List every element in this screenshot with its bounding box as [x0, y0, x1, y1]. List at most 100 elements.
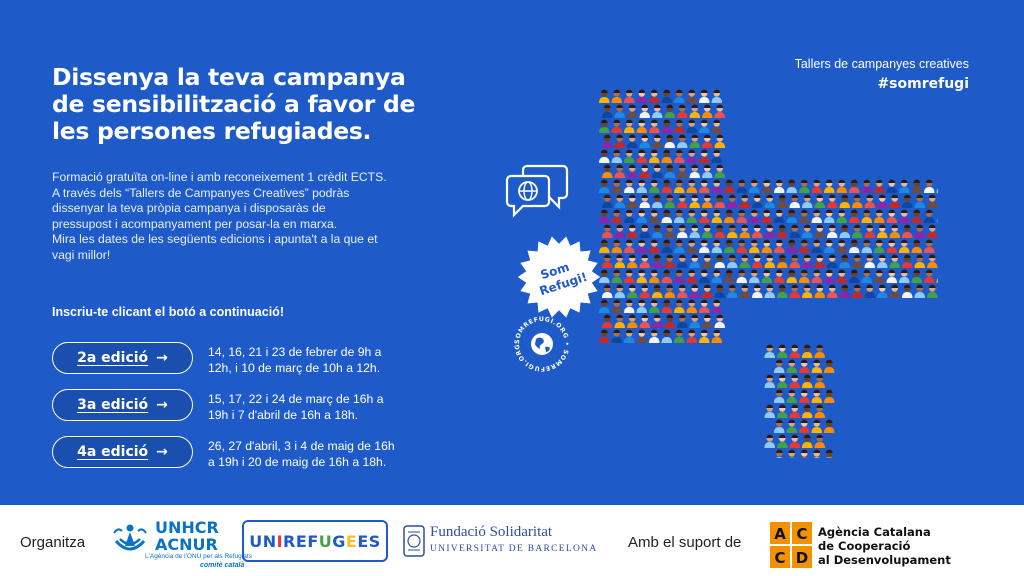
crowd-person	[714, 104, 725, 118]
accd-letter: C	[796, 525, 807, 543]
crowd-person	[774, 209, 785, 223]
crowd-person	[611, 329, 622, 343]
crowd-person	[699, 149, 710, 163]
crowd-person	[661, 329, 672, 343]
dates-line: 15, 17, 22 i 24 de març de 16h a	[208, 392, 384, 406]
crowd-person	[827, 284, 838, 298]
crowd-person	[614, 194, 625, 208]
crowd-person	[627, 314, 638, 328]
crowd-person	[652, 194, 663, 208]
crowd-person	[799, 389, 810, 403]
crowd-person	[714, 314, 725, 328]
crowd-person	[811, 209, 822, 223]
crowd-person	[702, 194, 713, 208]
fundacio-name: Fundació Solidaritat	[430, 524, 553, 540]
crowd-person	[864, 194, 875, 208]
crowd-person	[599, 329, 610, 343]
unhcr-committee: comitè català	[200, 562, 245, 569]
crowd-person	[611, 149, 622, 163]
fundacio-university: UNIVERSITAT DE BARCELONA	[430, 544, 598, 554]
crowd-person	[789, 404, 800, 418]
crowd-person	[639, 254, 650, 268]
crowd-person	[811, 239, 822, 253]
crowd-person	[711, 119, 722, 133]
crowd-person	[639, 224, 650, 238]
crowd-person	[599, 239, 610, 253]
crowd-person	[849, 179, 860, 193]
unirefugees-letter: G	[332, 531, 346, 551]
crowd-person	[724, 179, 735, 193]
crowd-person	[789, 374, 800, 388]
crowd-person	[824, 209, 835, 223]
organitza-label: Organitza	[20, 534, 86, 551]
unirefugees-letter: I	[276, 531, 284, 551]
crowd-person	[886, 269, 897, 283]
crowd-person	[711, 329, 722, 343]
crowd-person	[602, 164, 613, 178]
crowd-person	[677, 164, 688, 178]
crowd-person	[627, 254, 638, 268]
crowd-person	[661, 209, 672, 223]
crowd-person	[936, 278, 938, 283]
crowd-person	[699, 89, 710, 103]
crowd-person	[811, 389, 822, 403]
accd-logo: A C C D Agència Catalana de Cooperació a…	[770, 522, 970, 568]
crowd-person	[827, 224, 838, 238]
crowd-person	[627, 224, 638, 238]
crowd-person	[811, 359, 822, 373]
intro-line: Formació gratuïta on-line i amb reconeix…	[52, 170, 387, 184]
crowd-person	[611, 239, 622, 253]
crowd-person	[899, 179, 910, 193]
campaign-banner: Dissenya la teva campanya de sensibilitz…	[0, 0, 1024, 505]
crowd-person	[852, 284, 863, 298]
crowd-person	[674, 269, 685, 283]
intro-line: Mira les dates de les següents edicions …	[52, 232, 378, 247]
crowd-person	[677, 224, 688, 238]
crowd-person	[649, 149, 660, 163]
crowd-person	[649, 179, 660, 193]
amb-suport-label: Amb el suport de	[628, 534, 742, 551]
crowd-person	[639, 314, 650, 328]
crowd-person	[749, 269, 760, 283]
crowd-person	[614, 284, 625, 298]
crowd-person	[864, 284, 875, 298]
crowd-person	[702, 314, 713, 328]
crowd-person	[752, 194, 763, 208]
crowd-person	[861, 239, 872, 253]
crowd-person	[739, 284, 750, 298]
crowd-person	[664, 224, 675, 238]
edition-4-label: 4a edició	[77, 444, 149, 460]
crowd-person	[689, 134, 700, 148]
crowd-person	[664, 164, 675, 178]
crowd-person	[777, 284, 788, 298]
crowd-person	[649, 269, 660, 283]
crowd-person	[786, 389, 797, 403]
crowd-person	[724, 239, 735, 253]
crowd-person	[777, 254, 788, 268]
crowd-person	[689, 164, 700, 178]
crowd-person	[814, 254, 825, 268]
crowd-person	[811, 419, 822, 433]
crowd-person	[936, 248, 938, 253]
crowd-person	[664, 194, 675, 208]
crowd-person	[799, 179, 810, 193]
edition-2-button[interactable]: 2a edició →	[52, 342, 193, 374]
crowd-person	[911, 209, 922, 223]
crowd-person	[899, 209, 910, 223]
edition-4-button[interactable]: 4a edició →	[52, 436, 193, 468]
crowd-person	[711, 179, 722, 193]
crowd-person	[677, 104, 688, 118]
crowd-person	[599, 149, 610, 163]
crowd-person	[761, 209, 772, 223]
crowd-person	[827, 194, 838, 208]
crowd-person	[802, 254, 813, 268]
crowd-person	[761, 239, 772, 253]
crowd-person	[814, 284, 825, 298]
crowd-person	[689, 314, 700, 328]
unirefugees-letter: N	[262, 531, 277, 551]
unirefugees-letter: U	[249, 531, 263, 551]
crowd-person	[627, 104, 638, 118]
crowd-person	[799, 419, 810, 433]
edition-3-button[interactable]: 3a edició →	[52, 389, 193, 421]
